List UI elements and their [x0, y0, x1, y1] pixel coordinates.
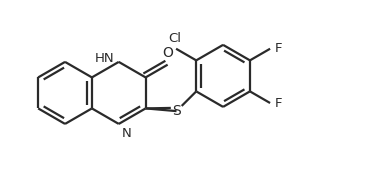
Text: S: S — [172, 104, 181, 118]
Text: F: F — [275, 97, 282, 110]
Text: O: O — [162, 46, 173, 60]
Text: F: F — [275, 42, 282, 55]
Text: Cl: Cl — [168, 32, 181, 45]
Text: N: N — [122, 127, 132, 140]
Text: HN: HN — [95, 52, 115, 65]
